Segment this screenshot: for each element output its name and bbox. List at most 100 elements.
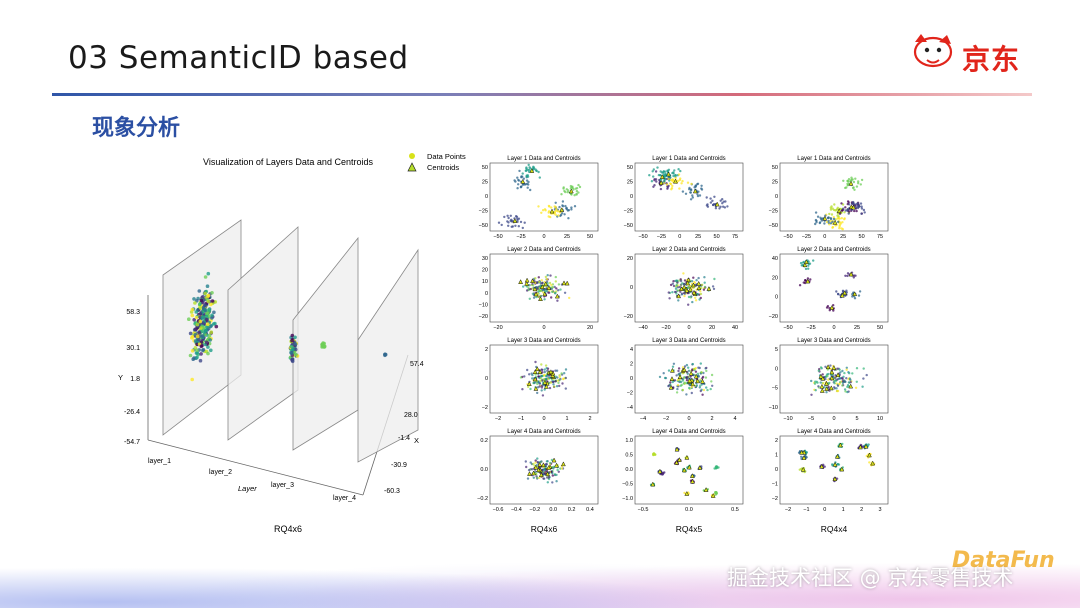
- plot3d-point: [199, 298, 204, 303]
- panel-point: [835, 477, 839, 480]
- panel-centroid: [536, 467, 542, 473]
- panel-point: [867, 443, 870, 446]
- panel-point: [817, 369, 820, 372]
- panel-point: [846, 274, 849, 278]
- panel-point: [687, 366, 690, 369]
- panel-point: [672, 171, 675, 174]
- panel-point: [563, 189, 566, 193]
- panel-point: [510, 225, 513, 228]
- panel-point: [519, 186, 523, 189]
- panel-point: [841, 381, 845, 385]
- panel-point: [695, 279, 698, 282]
- plot3d-point: [206, 308, 211, 312]
- panel-point: [559, 288, 562, 291]
- plot3d-point: [197, 289, 202, 293]
- panel-frame: [489, 162, 599, 232]
- panel-y-tick: 2: [485, 347, 488, 353]
- panel-point: [838, 217, 841, 220]
- panel-point: [668, 297, 671, 300]
- panel-centroid: [805, 278, 811, 284]
- panel-y-tick: 20: [772, 275, 778, 281]
- panel-centroid: [531, 470, 537, 476]
- panel-point: [559, 214, 562, 218]
- panel-point: [815, 221, 818, 224]
- panel-y-tick: −50: [479, 223, 488, 229]
- panel-point: [694, 185, 697, 188]
- panel-point: [705, 366, 708, 370]
- panel-centroid: [688, 370, 694, 376]
- panel-point: [849, 378, 852, 382]
- panel-point: [531, 373, 534, 377]
- panel-point: [528, 166, 531, 169]
- panel-point: [577, 191, 580, 194]
- panel-x-tick: −20: [661, 325, 670, 331]
- panel-point: [833, 203, 836, 206]
- panel-y-tick: −4: [627, 405, 633, 411]
- panel-point: [540, 211, 543, 214]
- panel-x-tick: −0.4: [511, 507, 522, 513]
- panel-point: [700, 184, 703, 187]
- panel-point: [863, 211, 866, 214]
- panel-point: [527, 468, 531, 472]
- panel-point: [687, 369, 691, 372]
- panel-point: [687, 303, 690, 306]
- panel-point: [513, 179, 516, 182]
- panel-point: [566, 209, 570, 212]
- panel-point: [843, 211, 846, 214]
- panel-x-tick: −20: [493, 325, 502, 331]
- panel-y-tick: −1: [772, 482, 778, 488]
- plot3d-point: [210, 299, 215, 303]
- panel-point: [683, 376, 686, 379]
- panel-centroid: [693, 373, 699, 379]
- panel-point: [702, 388, 706, 392]
- svg-text:-60.3: -60.3: [384, 488, 400, 495]
- panel-point: [831, 220, 834, 223]
- panel-point: [832, 304, 835, 307]
- brand-wordmark: 京东: [962, 43, 1021, 76]
- svg-text:layer_3: layer_3: [271, 482, 294, 489]
- panel-centroid: [832, 461, 838, 467]
- panel-centroid: [676, 293, 682, 299]
- panel-centroid: [527, 471, 532, 476]
- panel-point: [713, 195, 716, 198]
- panel-point: [521, 388, 524, 391]
- panel-point: [703, 281, 706, 284]
- panel-point: [814, 389, 817, 392]
- panel-point: [558, 378, 561, 381]
- panel-point: [527, 163, 530, 167]
- panel-centroid: [543, 383, 549, 389]
- panel-point: [528, 297, 531, 300]
- title-divider: [52, 93, 1032, 96]
- panel-point: [847, 178, 851, 181]
- plot3d-point: [211, 322, 216, 326]
- panel-point: [545, 278, 549, 281]
- panel-centroid: [819, 387, 825, 393]
- panel-centroid: [532, 369, 538, 374]
- panel-point: [674, 176, 677, 180]
- panel-y-tick: −2: [627, 391, 633, 397]
- panel-point: [674, 173, 677, 177]
- plot3d-point: [206, 345, 210, 349]
- panel-point: [527, 180, 530, 184]
- panel-y-tick: 30: [482, 256, 488, 262]
- panel-point: [829, 206, 832, 209]
- panel-point: [544, 275, 548, 279]
- panel-x-tick: −4: [640, 416, 646, 422]
- plot3d-point: [210, 313, 214, 318]
- panel-point: [523, 375, 526, 378]
- panel-centroid: [836, 208, 842, 214]
- panel-centroid: [863, 443, 869, 449]
- panel-x-tick: 25: [840, 234, 846, 240]
- panel-centroid: [829, 369, 835, 375]
- panel-x-tick: 0: [832, 416, 835, 422]
- panel-point: [552, 467, 555, 470]
- panel-point: [812, 259, 815, 262]
- panel-y-tick: 0.2: [480, 438, 488, 444]
- panel-point: [849, 381, 852, 384]
- panel-y-tick: −2: [482, 405, 488, 411]
- panel-point: [857, 180, 860, 183]
- panel-point: [841, 369, 844, 373]
- panel-point: [823, 222, 826, 225]
- panel-point: [694, 367, 697, 370]
- panel-point: [852, 180, 856, 184]
